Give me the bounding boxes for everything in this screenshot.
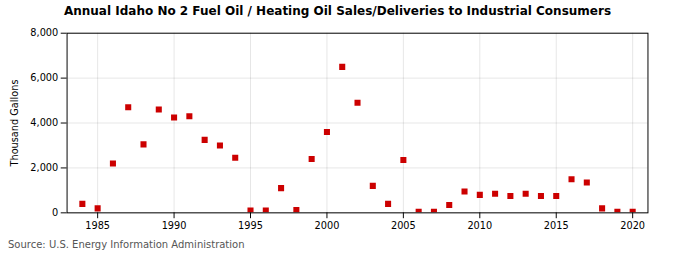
svg-text:0: 0 (52, 207, 58, 218)
svg-text:1990: 1990 (162, 220, 187, 231)
svg-text:1995: 1995 (238, 220, 263, 231)
svg-text:2020: 2020 (620, 220, 645, 231)
svg-text:2000: 2000 (315, 220, 340, 231)
svg-text:2015: 2015 (544, 220, 569, 231)
svg-text:1985: 1985 (85, 220, 110, 231)
svg-text:8,000: 8,000 (30, 27, 58, 38)
svg-text:Thousand Gallons: Thousand Gallons (9, 80, 20, 168)
svg-text:2,000: 2,000 (30, 162, 58, 173)
svg-text:6,000: 6,000 (30, 72, 58, 83)
html-text:Source: U.S. Energy Informatio: Source: U.S. Energy Information Administ… (8, 238, 245, 250)
html-text:Annual Idaho No 2 Fuel Oil / H: Annual Idaho No 2 Fuel Oil / Heating Oil… (64, 4, 611, 18)
svg-text:2005: 2005 (391, 220, 416, 231)
svg-text:4,000: 4,000 (30, 117, 58, 128)
svg-text:2010: 2010 (467, 220, 492, 231)
